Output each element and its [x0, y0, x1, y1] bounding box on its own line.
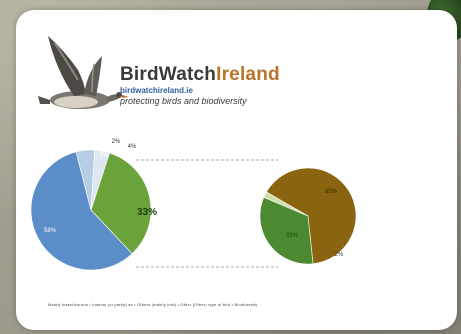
pie-slice: [90, 149, 110, 211]
slide-card: BirdWatchIreland birdwatchireland.ie pro…: [16, 10, 457, 330]
data-label: 58%: [44, 228, 57, 234]
data-label: 65%: [325, 189, 338, 195]
data-label: 2%: [112, 139, 121, 145]
brand-tagline: protecting birds and biodiversity: [120, 96, 247, 106]
pie-slice: [266, 167, 357, 265]
brand-name-part2: Ireland: [216, 64, 280, 85]
data-label: 5%: [100, 153, 109, 159]
data-label: 33%: [286, 233, 299, 239]
data-label: 33%: [137, 207, 157, 218]
pie-slice: [263, 191, 309, 217]
brand-url: birdwatchireland.ie: [120, 86, 193, 95]
brand-name: BirdWatchIreland: [120, 65, 280, 85]
data-label: 4%: [128, 144, 137, 150]
data-label: 2%: [335, 252, 344, 258]
pie-of-pie-chart: 58% 33% 4% 5% 2% 65% 33% 2%: [30, 139, 357, 271]
bird-logo-icon: [38, 36, 129, 109]
pie-slice: [90, 152, 152, 255]
pie-slice: [259, 197, 314, 265]
brand-name-part1: BirdWatch: [120, 64, 217, 85]
legend-footnote: Mainly insectivorous • Insects (or partl…: [48, 302, 258, 307]
brand-block: BirdWatchIreland birdwatchireland.ie pro…: [120, 65, 280, 107]
pie-slice: [30, 151, 133, 271]
